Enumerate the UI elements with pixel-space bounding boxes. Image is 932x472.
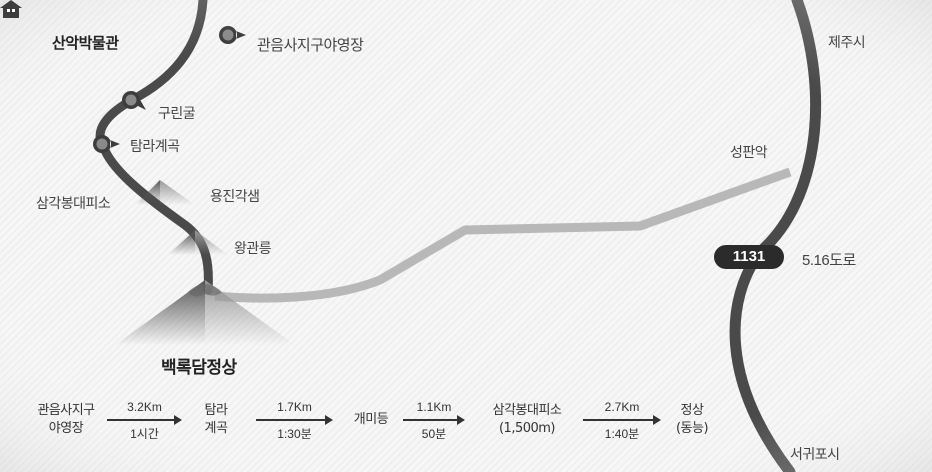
route-stop: 개미등 xyxy=(353,412,389,427)
label-seongpanak: 성판악 xyxy=(730,145,768,161)
route-stop: 삼각봉대피소 (1,500m) xyxy=(492,403,562,436)
label-museum: 산악박물관 xyxy=(52,34,119,52)
route-segment: 1.7Km 1:30분 xyxy=(256,400,333,441)
route-segment: 1.1Km 50분 xyxy=(403,400,465,441)
label-road-name: 5.16도로 xyxy=(802,252,856,269)
route-stop: 관음사지구 야영장 xyxy=(37,403,95,436)
route-segment: 3.2Km 1시간 xyxy=(107,400,182,441)
label-jeju-city: 제주시 xyxy=(828,35,866,51)
route-stop: 정상 (동능) xyxy=(675,403,709,436)
label-shelter: 삼각봉대피소 xyxy=(36,196,111,212)
label-summit: 백록담정상 xyxy=(161,358,237,378)
arrow-right-icon xyxy=(457,415,465,425)
arrow-right-icon xyxy=(174,415,182,425)
route-stop: 탐라 계곡 xyxy=(204,403,228,436)
label-valley: 탐라계곡 xyxy=(130,139,180,155)
label-ridge: 왕관릉 xyxy=(234,241,272,257)
label-campsite: 관음사지구야영장 xyxy=(257,36,364,54)
label-spring: 용진각샘 xyxy=(210,189,260,205)
label-seogwipo: 서귀포시 xyxy=(790,447,840,463)
route-segment: 2.7Km 1:40분 xyxy=(583,400,661,441)
arrow-right-icon xyxy=(653,415,661,425)
museum-house-icon xyxy=(0,0,22,18)
label-cave: 구린굴 xyxy=(158,106,196,122)
arrow-right-icon xyxy=(325,415,333,425)
road-number-badge: 1131 xyxy=(714,245,784,269)
